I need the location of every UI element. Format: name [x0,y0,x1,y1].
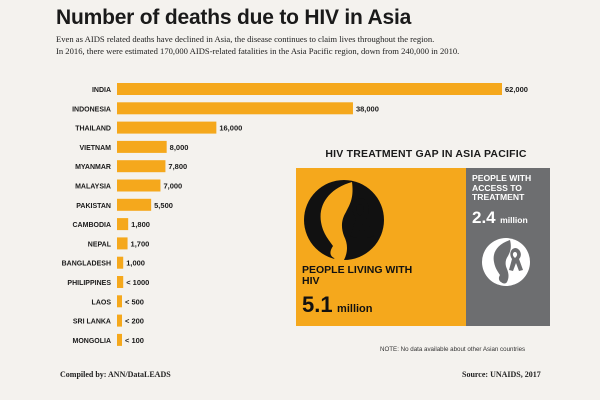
access-number: 2.4 [472,208,496,227]
value-label-philippines: < 1000 [126,278,149,287]
bar-nepal [117,237,128,250]
access-value: 2.4 million [472,208,528,228]
value-label-mongolia: < 100 [125,336,144,345]
bar-india [117,83,502,95]
value-label-india: 62,000 [505,85,528,94]
treatment-gap-title: HIV TREATMENT GAP IN ASIA PACIFIC [325,148,527,160]
source: Source: UNAIDS, 2017 [462,370,541,379]
people-living-unit: million [337,303,373,315]
category-label-nepal: NEPAL [88,241,112,248]
category-label-myanmar: MYANMAR [75,164,111,171]
people-living-number: 5.1 [302,292,333,317]
value-label-vietnam: 8,000 [170,143,189,152]
bar-sri-lanka [117,314,122,327]
value-label-pakistan: 5,500 [154,201,173,210]
bar-laos [117,295,122,308]
bar-pakistan [117,198,152,211]
subtitle-line-2: In 2016, there were estimated 170,000 AI… [56,46,460,56]
value-label-nepal: 1,700 [131,239,150,248]
bar-mongolia [117,333,122,346]
note: NOTE: No data available about other Asia… [380,346,526,353]
bar-bangladesh [117,256,124,269]
value-label-indonesia: 38,000 [356,104,379,113]
subtitle-line-1: Even as AIDS related deaths have decline… [56,34,435,44]
value-label-cambodia: 1,800 [131,220,150,229]
category-label-cambodia: CAMBODIA [73,222,112,229]
category-label-mongolia: MONGOLIA [73,338,112,345]
category-label-malaysia: MALAYSIA [75,184,111,191]
chart-title: Number of deaths due to HIV in Asia [56,6,412,29]
category-label-sri-lanka: SRI LANKA [73,319,111,326]
category-label-indonesia: INDONESIA [72,106,111,113]
category-label-thailand: THAILAND [75,126,111,133]
bar-indonesia [117,102,353,115]
value-label-sri-lanka: < 200 [125,317,144,326]
category-label-bangladesh: BANGLADESH [62,261,111,268]
bar-vietnam [117,140,167,153]
value-label-thailand: 16,000 [219,124,242,133]
category-label-laos: LAOS [92,299,112,306]
value-label-myanmar: 7,800 [168,162,187,171]
people-living-value: 5.1 million [302,292,373,318]
access-unit: million [500,215,528,225]
access-label: PEOPLE WITH ACCESS TO TREATMENT [472,173,532,202]
value-label-bangladesh: 1,000 [126,259,145,268]
category-label-india: INDIA [92,87,111,94]
compiled-by: Compiled by: ANN/DataLEADS [60,370,171,379]
category-label-philippines: PHILIPPINES [67,280,111,287]
bar-cambodia [117,218,129,231]
bar-philippines [117,276,124,288]
value-label-laos: < 500 [125,297,144,306]
category-label-pakistan: PAKISTAN [76,203,111,210]
bar-thailand [117,121,217,134]
people-living-label: PEOPLE LIVING WITH HIV [302,264,413,287]
value-label-malaysia: 7,000 [163,182,182,191]
bar-malaysia [117,179,161,192]
category-label-vietnam: VIETNAM [80,145,112,152]
bar-myanmar [117,160,166,173]
